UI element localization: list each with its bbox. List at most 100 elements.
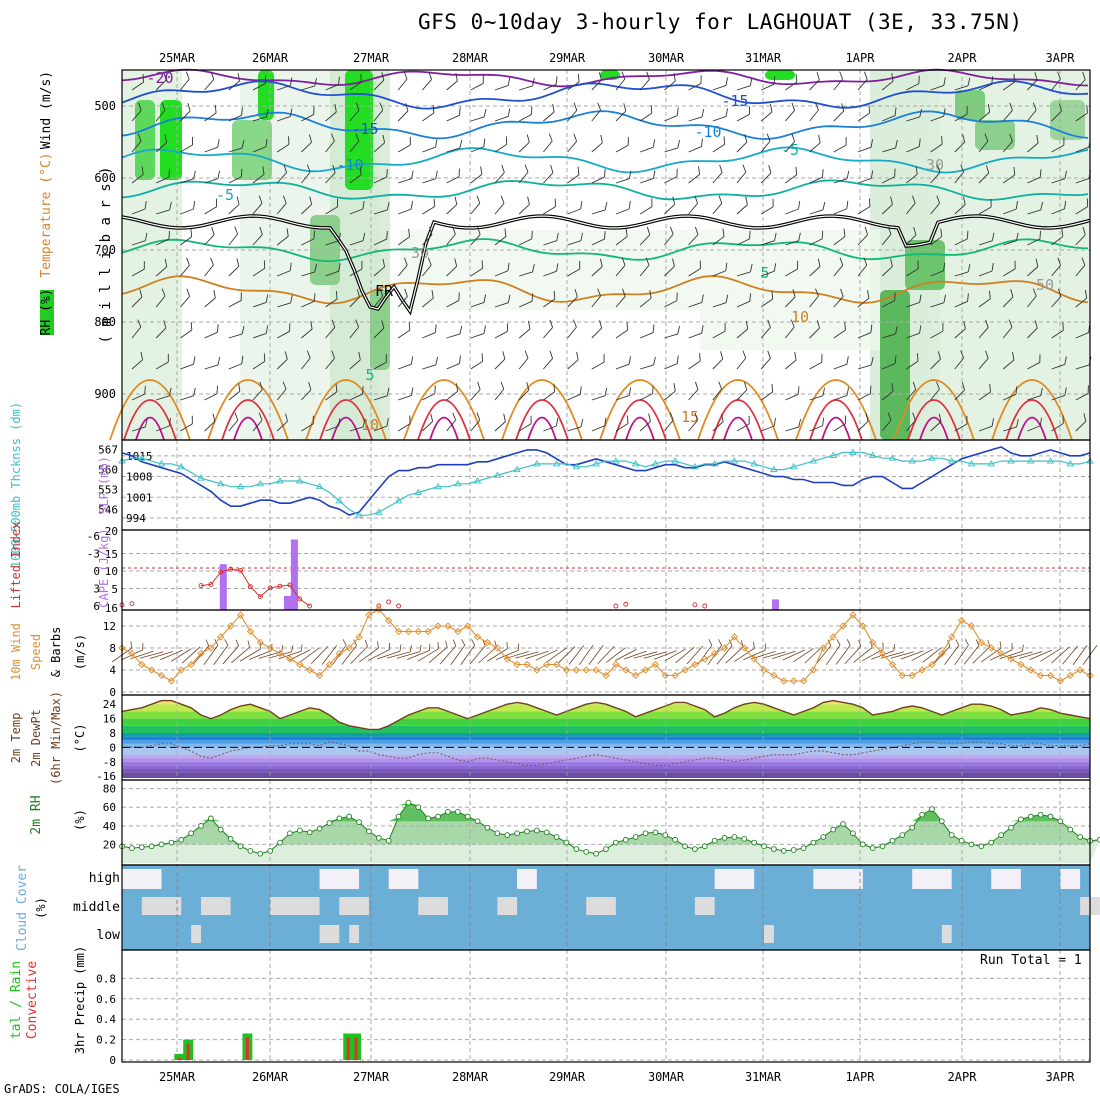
slp-tick: 1001 — [126, 491, 153, 504]
wind-barb — [131, 351, 144, 370]
wind-barb — [954, 77, 971, 91]
wind-barb — [155, 320, 167, 339]
cloud-row-label: low — [97, 928, 121, 943]
wind-speed-marker — [1066, 671, 1074, 680]
wind-barb — [518, 350, 529, 370]
wind-barb — [1002, 351, 1015, 370]
wind-barb — [857, 356, 874, 370]
wind-barb — [252, 412, 263, 432]
surface-wind-barb — [743, 643, 766, 661]
thickness-marker — [928, 454, 936, 461]
surface-wind-barb — [933, 639, 951, 665]
temp-contour-hot — [135, 416, 165, 441]
wind-barb — [688, 166, 701, 184]
wind-barb — [833, 228, 846, 246]
surface-wind-barb — [557, 646, 576, 664]
wind-barb — [809, 417, 825, 432]
temp-band — [122, 718, 1090, 726]
rh-marker — [445, 809, 451, 815]
wind-speed-marker — [562, 666, 571, 674]
wind-barb — [881, 383, 894, 401]
contour-label: -5 — [781, 141, 799, 159]
temp-band — [122, 769, 1090, 773]
wind-speed-marker — [918, 666, 926, 674]
wind-barb — [252, 353, 266, 370]
cloud-row-label: middle — [73, 900, 120, 915]
wind-speed-marker — [750, 655, 758, 663]
contour-label: -15 — [351, 120, 378, 138]
surface-wind-barb — [170, 648, 192, 662]
wind-barb — [228, 139, 245, 153]
temp-band — [122, 736, 1090, 741]
wind-barb — [494, 323, 509, 339]
surface-wind-barb — [624, 650, 648, 660]
wind-barb — [664, 383, 676, 401]
rh-marker — [593, 850, 599, 857]
wind-barb — [567, 319, 577, 339]
rh-marker — [1067, 826, 1074, 833]
wind-barb — [978, 198, 992, 215]
rh-marker — [869, 845, 876, 851]
wind-barb — [397, 71, 408, 91]
rh-marker — [138, 844, 145, 851]
wind-barb — [591, 72, 602, 91]
wind-barb — [543, 319, 554, 339]
temp-contour-hot — [1017, 416, 1047, 441]
wind-barb — [857, 105, 871, 122]
temp-tick: -8 — [103, 756, 116, 769]
wind-barb — [1051, 322, 1064, 339]
temp-contour-hot — [233, 416, 263, 441]
wind-barb — [397, 257, 408, 277]
wind-barb — [809, 134, 821, 153]
wind-barb — [760, 383, 774, 401]
wind-barb — [1027, 169, 1042, 184]
rh-marker — [692, 846, 698, 852]
temp-contour-warm — [599, 379, 681, 441]
wind-barb — [688, 75, 702, 91]
wind-barb — [833, 71, 844, 91]
wind-barb — [930, 381, 940, 401]
wind-speed-marker — [730, 633, 739, 641]
wind-speed-marker — [928, 660, 936, 669]
wind-barb — [518, 382, 530, 401]
rh-marker — [672, 836, 678, 843]
thickness-marker — [533, 460, 541, 467]
wind-speed-marker — [315, 671, 324, 680]
wind-speed-marker — [829, 633, 837, 641]
cloud-axis-label: Cloud Cover — [15, 865, 30, 951]
wind-barb — [204, 226, 215, 246]
wind-barb — [712, 77, 728, 91]
surface-wind-barb — [606, 647, 626, 663]
contour-label: -10 — [336, 156, 363, 174]
rh-marker — [613, 839, 619, 846]
wind-barb — [857, 413, 869, 432]
cloud-gap — [339, 897, 369, 915]
wind-speed-marker — [790, 677, 798, 685]
wind-barb — [204, 385, 218, 401]
wind-speed-marker — [503, 655, 511, 663]
wind-barb — [373, 134, 386, 153]
cloud-gap — [941, 925, 952, 943]
wind-speed-marker — [483, 638, 492, 647]
li-marker — [129, 601, 135, 607]
wind-speed-marker — [523, 660, 531, 669]
li-marker — [613, 603, 619, 609]
wind-barb — [1075, 290, 1088, 308]
surface-wind-barb — [546, 647, 567, 663]
surface-wind-barb — [495, 643, 520, 661]
wind-barb — [930, 228, 943, 246]
wind-barb — [470, 260, 483, 277]
temp-contour-hot — [821, 416, 851, 441]
temp-contour-hot — [319, 399, 373, 441]
wind-barb — [494, 108, 511, 122]
wind-barb — [1027, 102, 1037, 122]
wind-speed-marker — [641, 666, 650, 674]
wind-speed-marker — [414, 627, 422, 636]
surface-wind-barb — [299, 647, 320, 663]
wind-barb — [857, 324, 873, 339]
surface-wind-barb — [321, 645, 338, 665]
wind-barb — [688, 325, 704, 339]
wind-speed-marker — [355, 633, 363, 641]
wind-speed-marker — [187, 660, 195, 669]
rh-marker — [998, 832, 1004, 838]
